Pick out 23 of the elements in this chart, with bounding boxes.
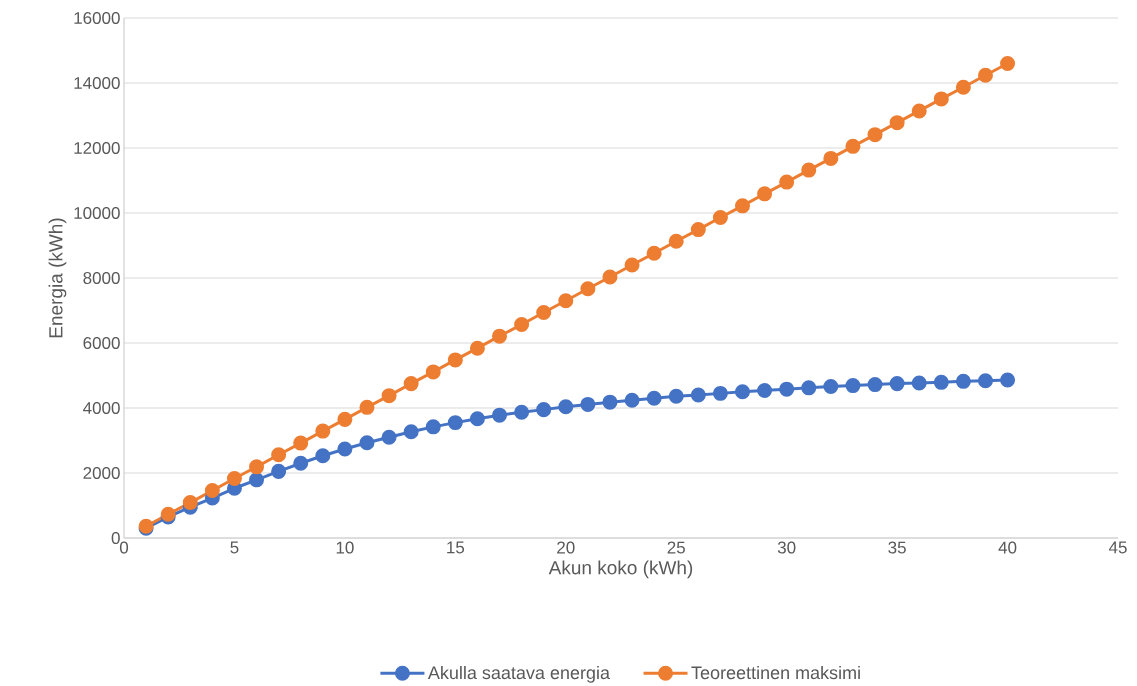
y-tick-label: 2000 xyxy=(83,466,120,480)
x-tick-label: 10 xyxy=(336,541,354,554)
y-axis-title: Energia (kWh) xyxy=(48,218,67,338)
legend-label: Teoreettinen maksimi xyxy=(691,665,860,680)
x-tick-label: 25 xyxy=(667,541,685,554)
x-tick-label: 15 xyxy=(447,541,465,554)
x-axis-title: Akun koko (kWh) xyxy=(548,560,693,579)
y-tick-label: 16000 xyxy=(74,11,120,25)
y-tick-label: 4000 xyxy=(83,401,120,415)
y-tick-label: 14000 xyxy=(74,76,120,90)
legend-label: Akulla saatava energia xyxy=(427,665,610,683)
x-tick-label: 35 xyxy=(888,541,906,554)
x-tick-label: 5 xyxy=(230,541,239,554)
y-tick-label: 0 xyxy=(111,531,120,545)
x-tick-label: 45 xyxy=(1108,541,1127,554)
x-tick-label: 30 xyxy=(777,541,796,554)
x-tick-label: 20 xyxy=(557,541,575,554)
y-tick-label: 10000 xyxy=(74,206,120,220)
y-tick-label: 12000 xyxy=(74,141,120,155)
y-tick-label: 8000 xyxy=(83,271,120,285)
y-tick-label: 6000 xyxy=(83,336,120,350)
x-tick-label: 40 xyxy=(998,541,1017,554)
x-tick-label: 0 xyxy=(119,541,129,554)
